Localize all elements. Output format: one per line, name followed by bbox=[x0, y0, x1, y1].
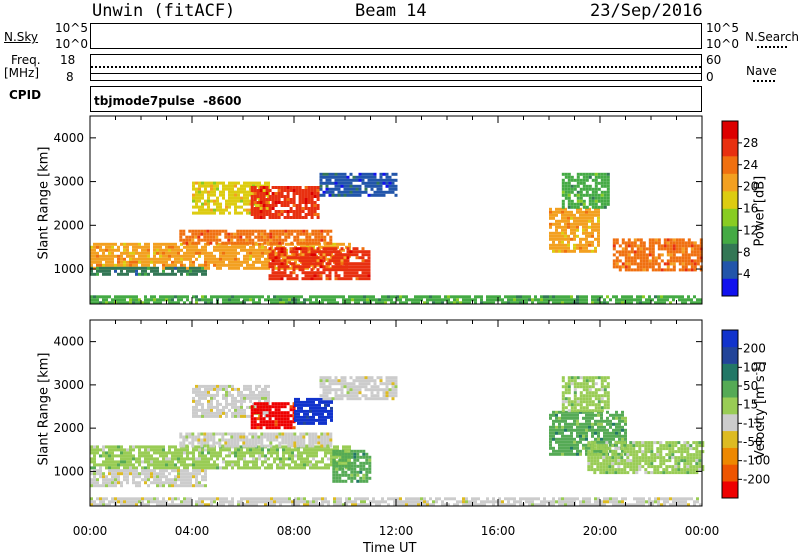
colorbar-tick-label: -50 bbox=[743, 435, 763, 449]
colorbar-segment bbox=[722, 226, 738, 244]
data-region bbox=[320, 376, 398, 400]
colorbar-segment bbox=[722, 121, 738, 139]
data-region bbox=[613, 238, 703, 271]
colorbar-segment bbox=[722, 431, 738, 448]
data-region bbox=[90, 445, 351, 469]
x-tick-label: 04:00 bbox=[175, 524, 210, 538]
colorbar-segment bbox=[722, 380, 738, 397]
y-tick-label: 3000 bbox=[53, 175, 84, 189]
data-region bbox=[90, 469, 207, 487]
colorbar-segment bbox=[722, 414, 738, 431]
colorbar-tick-label: 200 bbox=[743, 342, 766, 356]
y-tick-label: 4000 bbox=[53, 131, 84, 145]
y-tick-label: 3000 bbox=[53, 378, 84, 392]
data-region bbox=[562, 376, 610, 412]
colorbar-segment bbox=[722, 448, 738, 465]
y-tick-label: 4000 bbox=[53, 335, 84, 349]
colorbar-tick-label: 20 bbox=[743, 180, 758, 194]
x-tick-label: 20:00 bbox=[583, 524, 618, 538]
colorbar-segment bbox=[722, 481, 738, 498]
colorbar-tick-label: 28 bbox=[743, 136, 758, 150]
x-tick-label: 00:00 bbox=[685, 524, 720, 538]
data-region bbox=[332, 450, 371, 483]
colorbar-tick-label: -100 bbox=[743, 454, 770, 468]
data-region bbox=[269, 247, 371, 280]
colorbar-tick-label: 16 bbox=[743, 202, 758, 216]
data-region bbox=[90, 267, 207, 276]
x-tick-label: 00:00 bbox=[73, 524, 108, 538]
y-tick-label: 2000 bbox=[53, 218, 84, 232]
x-tick-label: 12:00 bbox=[379, 524, 414, 538]
colorbar-tick-label: 12 bbox=[743, 223, 758, 237]
data-region bbox=[179, 433, 332, 448]
y-tick-label: 2000 bbox=[53, 421, 84, 435]
data-region bbox=[294, 398, 333, 425]
x-tick-label: 16:00 bbox=[481, 524, 516, 538]
colorbar-segment bbox=[722, 397, 738, 414]
colorbar-segment bbox=[722, 139, 738, 157]
colorbar-tick-label: 100 bbox=[743, 360, 766, 374]
data-region bbox=[179, 230, 332, 245]
colorbar-segment bbox=[722, 261, 738, 279]
colorbar-tick-label: 4 bbox=[743, 267, 751, 281]
data-region bbox=[549, 208, 600, 253]
x-tick-label: 08:00 bbox=[277, 524, 312, 538]
colorbar-segment bbox=[722, 364, 738, 381]
colorbar-segment bbox=[722, 330, 738, 347]
colorbar-segment bbox=[722, 347, 738, 364]
data-region bbox=[587, 441, 704, 474]
colorbar-segment bbox=[722, 244, 738, 262]
colorbar-segment bbox=[722, 279, 738, 297]
data-region bbox=[251, 402, 296, 429]
colorbar-tick-label: 8 bbox=[743, 245, 751, 259]
y-tick-label: 1000 bbox=[53, 262, 84, 276]
colorbar-tick-label: -15 bbox=[743, 416, 763, 430]
colorbar-segment bbox=[722, 464, 738, 481]
colorbar-segment bbox=[722, 191, 738, 209]
colorbar-segment bbox=[722, 209, 738, 227]
data-region bbox=[320, 173, 398, 197]
data-region bbox=[562, 173, 610, 209]
colorbar-segment bbox=[722, 156, 738, 174]
colorbar-tick-label: 50 bbox=[743, 379, 758, 393]
colorbar-tick-label: 24 bbox=[743, 158, 758, 172]
colorbar-tick-label: -200 bbox=[743, 472, 770, 486]
colorbar-segment bbox=[722, 174, 738, 192]
colorbar-tick-label: 15 bbox=[743, 398, 758, 412]
y-tick-label: 1000 bbox=[53, 464, 84, 478]
data-region bbox=[251, 186, 320, 219]
